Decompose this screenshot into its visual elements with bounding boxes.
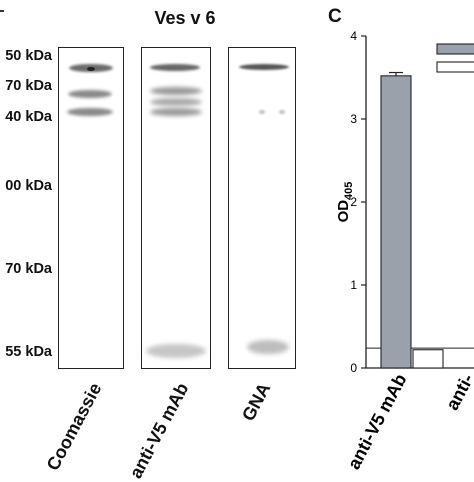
mw-label-2: 70 kDa xyxy=(5,78,52,94)
y-tick-label: 1 xyxy=(350,278,357,292)
y-tick-label: 0 xyxy=(350,361,357,375)
y-axis-label: OD405 xyxy=(335,182,355,223)
x-category-label: anti- xyxy=(442,370,474,413)
panel-c-letter: C xyxy=(328,6,342,27)
legend-swatch xyxy=(436,61,474,73)
mw-label-1: 50 kDa xyxy=(5,48,52,64)
x-category-label: anti-V5 mAb xyxy=(344,370,411,472)
lane-coomassie xyxy=(58,47,124,369)
corner-mark xyxy=(0,10,4,12)
mw-label-3: 40 kDa xyxy=(5,109,52,125)
mw-label-5: 70 kDa xyxy=(5,261,52,277)
y-tick-label: 2 xyxy=(350,195,357,209)
y-tick-label: 3 xyxy=(350,112,357,126)
mw-label-6: 55 kDa xyxy=(5,344,52,360)
blot-title: Ves v 6 xyxy=(154,8,216,28)
bar xyxy=(412,349,444,369)
lane-gna xyxy=(228,47,296,369)
lane-anti-v5 xyxy=(141,47,211,369)
legend-swatch xyxy=(436,43,474,55)
bar xyxy=(380,75,412,369)
mw-label-4: 00 kDa xyxy=(5,178,52,194)
y-tick-label: 4 xyxy=(350,29,357,43)
